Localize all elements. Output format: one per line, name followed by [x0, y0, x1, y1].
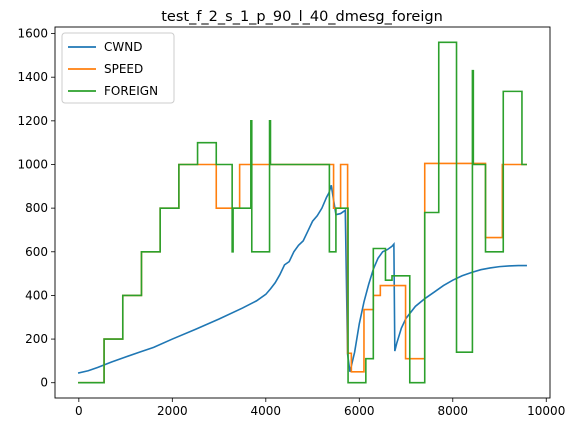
- x-tick-label: 8000: [438, 404, 469, 418]
- y-axis: 0 200 400 600 800 1000 1200 1400 1600: [17, 27, 55, 390]
- series-line-cwnd: [77, 184, 527, 374]
- legend-label-speed: SPEED: [104, 62, 143, 76]
- chart-title: test_f_2_s_1_p_90_l_40_dmesg_foreign: [161, 9, 443, 25]
- y-tick-label: 400: [25, 288, 48, 302]
- x-axis: 0 2000 4000 6000 8000 10000: [75, 398, 565, 418]
- y-tick-label: 1400: [17, 70, 48, 84]
- x-tick-label: 0: [75, 404, 83, 418]
- y-tick-label: 1600: [17, 27, 48, 41]
- x-tick-label: 4000: [251, 404, 282, 418]
- legend-label-cwnd: CWND: [104, 40, 142, 54]
- y-tick-label: 200: [25, 332, 48, 346]
- axes-frame: [54, 26, 551, 399]
- legend-box: [61, 32, 175, 104]
- y-tick-label: 1000: [17, 157, 48, 171]
- x-tick-label: 6000: [344, 404, 375, 418]
- series-line-foreign: [78, 41, 527, 384]
- y-tick-label: 1200: [17, 114, 48, 128]
- x-tick-label: 10000: [527, 404, 565, 418]
- legend-label-foreign: FOREIGN: [104, 84, 158, 98]
- x-tick-label: 2000: [157, 404, 188, 418]
- y-tick-label: 0: [40, 376, 48, 390]
- series-layer: [77, 41, 527, 384]
- y-tick-label: 800: [25, 201, 48, 215]
- y-tick-label: 600: [25, 245, 48, 259]
- legend: CWND SPEED FOREIGN: [61, 32, 175, 104]
